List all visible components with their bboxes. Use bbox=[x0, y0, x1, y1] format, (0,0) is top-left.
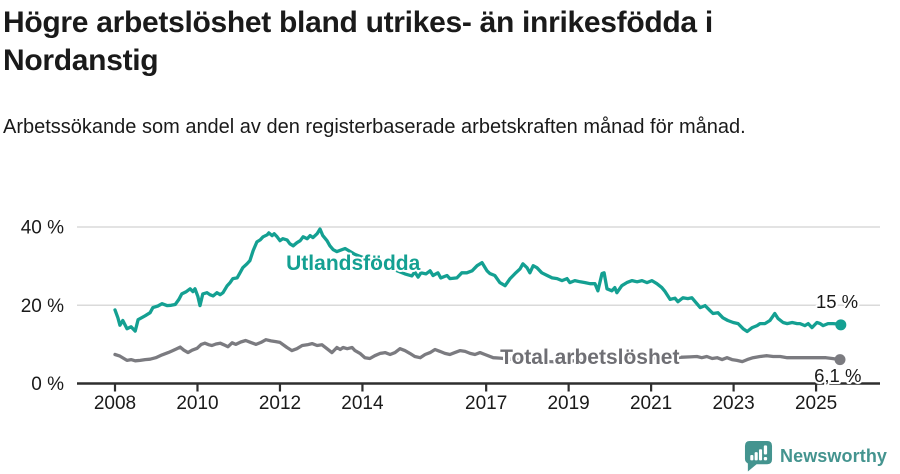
x-tick-label-2008: 2008 bbox=[94, 393, 136, 414]
page-subtitle: Arbetssökande som andel av den registerb… bbox=[3, 116, 746, 138]
x-tick-label-2014: 2014 bbox=[341, 393, 384, 414]
newsworthy-icon bbox=[744, 441, 773, 472]
series-line-utlandsf-dda bbox=[113, 227, 843, 334]
newsworthy-logo: Newsworthy bbox=[744, 440, 887, 472]
x-tick-label-2012: 2012 bbox=[259, 393, 301, 414]
x-tick-label-2021: 2021 bbox=[630, 393, 672, 414]
y-tick-label-40: 40 % bbox=[21, 218, 64, 239]
end-value-label-total-arbetsl-shet: 6,1 % bbox=[814, 365, 861, 386]
x-tick-label-2010: 2010 bbox=[176, 393, 218, 414]
series-line-total-arbetsl-shet bbox=[113, 338, 842, 364]
x-tick-label-2019: 2019 bbox=[547, 393, 589, 414]
x-tick-label-2023: 2023 bbox=[712, 393, 754, 414]
unemployment-line-chart: 2008 2010 2012 2014 2017 2019 2021 2023 2025 0 % 2… bbox=[21, 218, 880, 414]
end-dot-total-arbetsl-shet bbox=[834, 354, 846, 366]
y-tick-label-0: 0 % bbox=[31, 374, 64, 395]
end-dot-utlandsf-dda bbox=[835, 319, 847, 331]
series-label-total-arbetsl-shet: Total arbetslöshet bbox=[500, 346, 679, 369]
newsworthy-brand-text: Newsworthy bbox=[780, 445, 888, 466]
x-tick-label-2017: 2017 bbox=[465, 393, 507, 414]
y-tick-label-20: 20 % bbox=[21, 296, 64, 317]
page-title: Högre arbetslöshet bland utrikes- än inr… bbox=[3, 6, 713, 77]
series-label-utlandsf-dda: Utlandsfödda bbox=[286, 252, 420, 275]
x-tick-label-2025: 2025 bbox=[795, 393, 837, 414]
end-value-label-utlandsf-dda: 15 % bbox=[816, 291, 858, 312]
